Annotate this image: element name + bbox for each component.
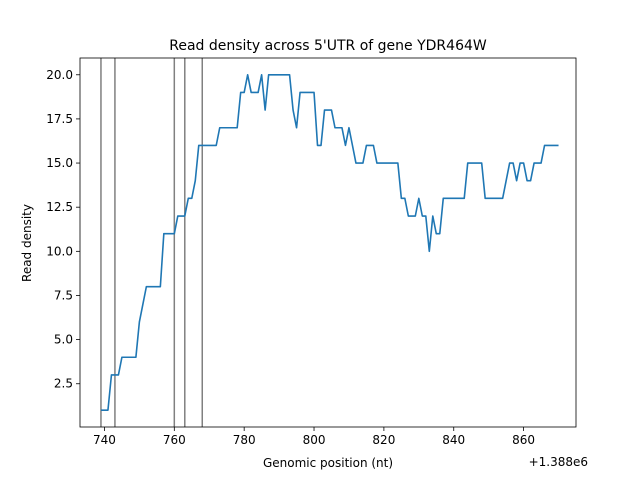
x-axis-label: Genomic position (nt) bbox=[263, 456, 393, 470]
chart-title: Read density across 5'UTR of gene YDR464… bbox=[169, 38, 487, 54]
series-group bbox=[100, 73, 559, 412]
y-tick-label: 12.5 bbox=[46, 200, 73, 214]
y-tick-label: 5.0 bbox=[54, 333, 73, 347]
x-tick-label: 860 bbox=[512, 433, 535, 447]
y-tick-label: 10.0 bbox=[46, 244, 73, 258]
y-axis-ticks: 2.5 5.0 7.5 10.0 12.5 15.0 17.5 20.0 bbox=[46, 68, 80, 391]
y-tick-label: 17.5 bbox=[46, 112, 73, 126]
x-tick-label: 840 bbox=[442, 433, 465, 447]
x-axis-offset-label: +1.388e6 bbox=[529, 455, 588, 469]
x-tick-label: 820 bbox=[372, 433, 395, 447]
x-tick-label: 760 bbox=[163, 433, 186, 447]
x-axis-ticks: 740 760 780 800 820 840 860 bbox=[93, 427, 535, 447]
x-tick-label: 780 bbox=[233, 433, 256, 447]
y-axis-label: Read density bbox=[20, 204, 34, 282]
x-tick-label: 800 bbox=[303, 433, 326, 447]
y-tick-label: 20.0 bbox=[46, 68, 73, 82]
y-tick-label: 15.0 bbox=[46, 156, 73, 170]
vertical-lines bbox=[100, 58, 204, 427]
y-tick-label: 2.5 bbox=[54, 377, 73, 391]
x-tick-label: 740 bbox=[93, 433, 116, 447]
plot-frame bbox=[79, 57, 577, 428]
y-tick-label: 7.5 bbox=[54, 288, 73, 302]
series-line bbox=[100, 73, 559, 412]
